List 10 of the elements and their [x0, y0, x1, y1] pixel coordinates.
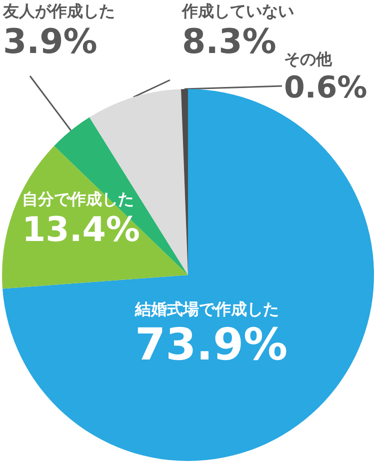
data-label: 0.6%: [284, 70, 368, 106]
data-label: 73.9%: [135, 320, 288, 370]
data-label: 13.4%: [22, 210, 140, 250]
data-label: 3.9%: [3, 22, 98, 62]
slice-label: 結婚式場で作成した: [134, 300, 279, 318]
slice-label: 作成していない: [181, 2, 294, 20]
slice-label: その他: [284, 50, 333, 68]
data-label: 8.3%: [182, 22, 276, 62]
slice-label: 自分で作成した: [22, 190, 134, 208]
slice-label: 友人が作成した: [2, 2, 115, 20]
